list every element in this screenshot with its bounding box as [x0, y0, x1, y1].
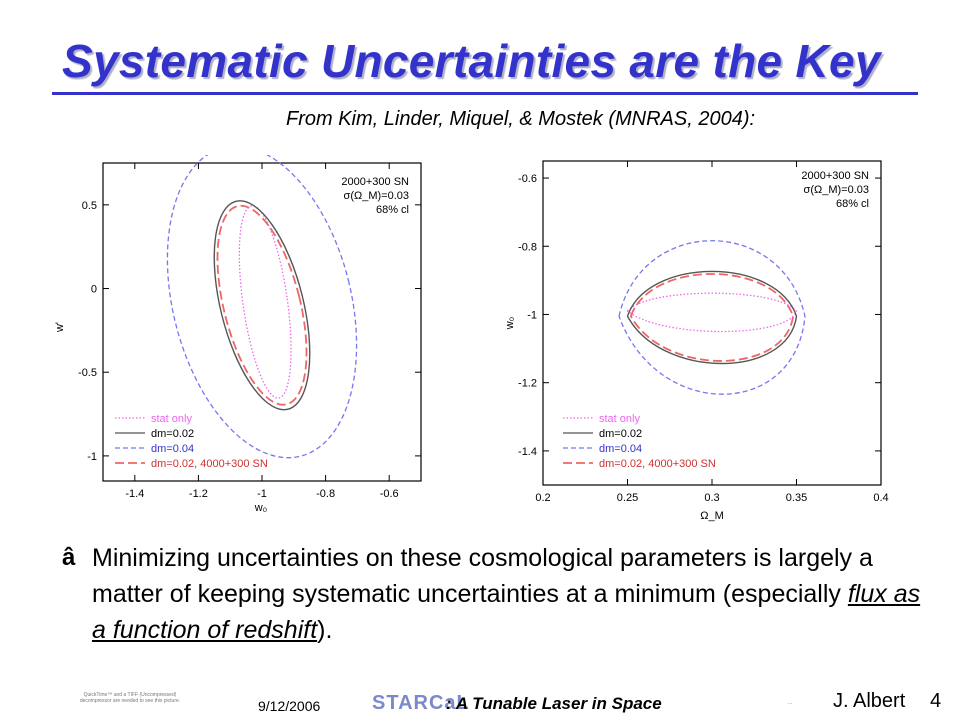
bullet-symbol: â — [62, 544, 76, 571]
left-legend-dm004: dm=0.04 — [151, 443, 194, 455]
right-contour-dm-0-04 — [618, 240, 806, 395]
left-y-tick-label: 0 — [91, 284, 97, 296]
plot-w-prime-vs-w0: -1.4 -1.2 -1 -0.8 -0.6 0.5 0 -0.5 -1 2000+300 SN… — [53, 145, 433, 517]
left-legend: stat only dm=0.02 dm=0.04 dm=0.02, 4000+… — [115, 413, 268, 470]
left-x-tick-label: -1.2 — [189, 488, 208, 500]
right-annotation: 2000+300 SN σ(Ω_M)=0.03 68% cl — [801, 170, 869, 210]
right-legend-dm004: dm=0.04 — [599, 443, 642, 455]
left-annotation-line-3: 68% cl — [376, 204, 409, 216]
left-x-tick-label: -1.4 — [125, 488, 144, 500]
right-contours — [618, 240, 806, 395]
footer-author: J. Albert — [833, 690, 906, 712]
right-legend-stat: stat only — [599, 413, 640, 425]
bullet-emphasis: flux as a function of redshift — [92, 580, 921, 644]
right-ylabel: w₀ — [505, 317, 516, 331]
left-y-tick-label: -0.5 — [78, 367, 97, 379]
right-x-tick-label: 0.35 — [786, 492, 807, 504]
right-contour-dm-0-02-4000-300-sn — [629, 273, 795, 362]
bullet-text: Minimizing uncertainties on these cosmol… — [92, 540, 932, 648]
right-x-tick-label: 0.2 — [535, 492, 550, 504]
right-y-tick-label: -1 — [527, 309, 537, 321]
right-legend: stat only dm=0.02 dm=0.04 dm=0.02, 4000+… — [563, 413, 716, 470]
right-y-tick-label: -1.4 — [518, 446, 537, 458]
right-contour-stat-only — [626, 292, 798, 333]
right-y-tick-label: -0.6 — [518, 173, 537, 185]
quicktime-placeholder: QuickTime™ and a TIFF (Uncompressed) dec… — [79, 692, 181, 704]
citation: From Kim, Linder, Miquel, & Mostek (MNRA… — [286, 108, 756, 130]
left-annotation-line-2: σ(Ω_M)=0.03 — [344, 190, 409, 202]
right-xlabel: Ω_M — [700, 510, 724, 522]
right-annotation-line-3: 68% cl — [836, 198, 869, 210]
right-x-tick-label: 0.25 — [617, 492, 638, 504]
left-x-tick-label: -0.6 — [380, 488, 399, 500]
bullet-text-part-1: Minimizing uncertainties on these cosmol… — [92, 544, 873, 608]
left-contour-dm-0-02 — [213, 200, 311, 411]
left-x-tick-label: -0.8 — [316, 488, 335, 500]
right-x-tick-label: 0.4 — [873, 492, 888, 504]
slide-title: Systematic Uncertainties are the Key — [62, 35, 881, 87]
left-legend-dm002-4000: dm=0.02, 4000+300 SN — [151, 458, 268, 470]
footer-tiny-note: ... — [788, 700, 793, 706]
left-contour-stat-only — [238, 205, 292, 399]
left-ylabel: w' — [54, 322, 66, 333]
left-ticks: -1.4 -1.2 -1 -0.8 -0.6 0.5 0 -0.5 -1 — [78, 163, 421, 500]
right-plot-frame — [542, 160, 882, 486]
left-plot-svg: -1.4 -1.2 -1 -0.8 -0.6 0.5 0 -0.5 -1 2000+300 SN… — [54, 145, 422, 514]
left-y-tick-label: -1 — [87, 451, 97, 463]
left-annotation-line-1: 2000+300 SN — [341, 176, 409, 188]
footer-brand: STARCaL — [372, 692, 470, 714]
right-annotation-line-1: 2000+300 SN — [801, 170, 869, 182]
left-xlabel: w₀ — [254, 502, 268, 514]
right-legend-dm002-4000: dm=0.02, 4000+300 SN — [599, 458, 716, 470]
footer-subtitle: : A Tunable Laser in Space — [446, 694, 662, 713]
right-legend-dm002: dm=0.02 — [599, 428, 642, 440]
right-contour-dm-0-02 — [626, 270, 798, 365]
title-underline — [52, 92, 918, 95]
bullet-text-part-2: ). — [317, 616, 333, 644]
right-y-tick-label: -0.8 — [518, 241, 537, 253]
left-legend-dm002: dm=0.02 — [151, 428, 194, 440]
left-y-tick-label: 0.5 — [82, 200, 97, 212]
right-plot-svg: 0.2 0.25 0.3 0.35 0.4 -0.6 -0.8 -1 -1.2 -1.4 2000… — [504, 160, 889, 522]
left-legend-stat: stat only — [151, 413, 192, 425]
footer-page-number: 4 — [930, 690, 942, 712]
right-ticks: 0.2 0.25 0.3 0.35 0.4 -0.6 -0.8 -1 -1.2 -1.4 — [518, 161, 889, 504]
right-x-tick-label: 0.3 — [704, 492, 719, 504]
left-contour-dm-0-02-4000-300-sn — [216, 204, 308, 406]
left-x-tick-label: -1 — [257, 488, 267, 500]
left-annotation: 2000+300 SN σ(Ω_M)=0.03 68% cl — [341, 176, 409, 216]
right-y-tick-label: -1.2 — [518, 378, 537, 390]
plot-w0-vs-omega-m: 0.2 0.25 0.3 0.35 0.4 -0.6 -0.8 -1 -1.2 -1.4 2000… — [504, 155, 895, 525]
right-annotation-line-2: σ(Ω_M)=0.03 — [804, 184, 869, 196]
footer-date: 9/12/2006 — [258, 698, 321, 714]
